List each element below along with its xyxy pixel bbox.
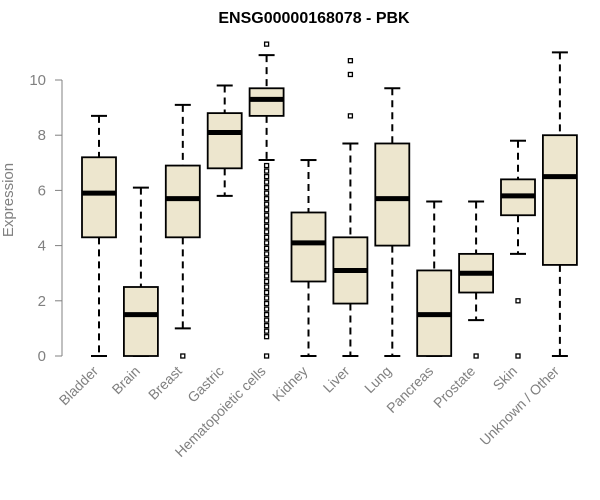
box-group: [374, 87, 411, 357]
outlier-point: [515, 353, 521, 359]
box-iqr: [81, 156, 117, 239]
x-tick-label: Breast: [145, 363, 185, 403]
box-iqr: [248, 87, 285, 117]
box-iqr: [374, 142, 411, 247]
outlier-point: [263, 251, 270, 257]
box-group: [458, 200, 495, 359]
box-iqr: [542, 134, 578, 266]
outlier-point: [263, 284, 270, 290]
x-tick-label: Pancreas: [383, 363, 436, 416]
outlier-point: [263, 207, 270, 213]
outlier-point: [263, 295, 270, 301]
chart-title: ENSG00000168078 - PBK: [218, 10, 410, 27]
outlier-point: [263, 273, 270, 279]
box-iqr: [123, 286, 159, 357]
box-iqr: [206, 112, 243, 170]
box-group: [164, 103, 201, 359]
outlier-point: [347, 58, 354, 64]
outlier-point: [263, 196, 270, 202]
outlier-point: [263, 162, 270, 169]
y-tick-label: 8: [38, 127, 46, 144]
x-tick-label: Brain: [109, 363, 143, 397]
outlier-point: [347, 113, 354, 119]
box-group: [206, 84, 243, 197]
y-tick-label: 4: [38, 238, 46, 255]
outlier-point: [263, 173, 270, 180]
box-group: [542, 51, 578, 357]
y-tick-label: 2: [38, 293, 46, 310]
x-tick-label: Lung: [361, 363, 394, 396]
outlier-point: [263, 168, 270, 174]
outlier-point: [263, 278, 270, 285]
plot-area: [81, 41, 578, 359]
outlier-point: [263, 190, 270, 196]
box-iqr: [164, 164, 201, 239]
outlier-point: [263, 218, 270, 224]
x-tick-label: Unknown / Other: [476, 363, 562, 449]
x-tick-label: Kidney: [269, 363, 311, 405]
outlier-point: [263, 179, 270, 185]
outlier-point: [263, 334, 270, 340]
box-group: [81, 114, 117, 357]
x-tick-label: Prostate: [430, 363, 478, 411]
outlier-point: [263, 229, 270, 235]
outlier-point: [263, 240, 270, 246]
box-group: [332, 58, 369, 357]
outlier-point: [263, 353, 270, 359]
y-tick-label: 10: [29, 72, 46, 89]
outlier-point: [263, 41, 270, 47]
x-tick-label: Skin: [490, 363, 521, 394]
outlier-point: [263, 262, 270, 268]
y-axis-title: Expression: [0, 163, 17, 237]
box-group: [290, 159, 327, 357]
outlier-point: [473, 353, 479, 359]
box-group: [416, 200, 453, 357]
outlier-point: [263, 212, 270, 218]
outlier-point: [263, 184, 270, 191]
y-tick-label: 0: [38, 348, 46, 365]
outlier-point: [263, 256, 270, 263]
outlier-point: [263, 267, 270, 274]
box-group: [248, 41, 285, 359]
y-axis: 0 2 4 6 8 10: [29, 72, 63, 365]
box-group: [500, 139, 536, 359]
outlier-point: [263, 300, 270, 307]
outlier-point: [263, 311, 270, 318]
outlier-point: [347, 71, 354, 78]
outlier-point: [263, 328, 270, 334]
outlier-point: [263, 234, 270, 240]
outlier-point: [263, 322, 270, 329]
outlier-point: [263, 317, 270, 323]
box-group: [123, 186, 159, 357]
x-tick-label: Liver: [320, 363, 353, 396]
outlier-point: [263, 201, 270, 207]
outlier-point: [515, 298, 521, 304]
outlier-point: [263, 289, 270, 296]
outlier-point: [263, 245, 270, 252]
y-tick-label: 6: [38, 182, 46, 199]
x-tick-label: Bladder: [56, 363, 102, 409]
outlier-point: [263, 223, 270, 229]
outlier-point: [180, 353, 186, 359]
outlier-point: [263, 306, 270, 312]
box-iqr: [290, 211, 327, 283]
